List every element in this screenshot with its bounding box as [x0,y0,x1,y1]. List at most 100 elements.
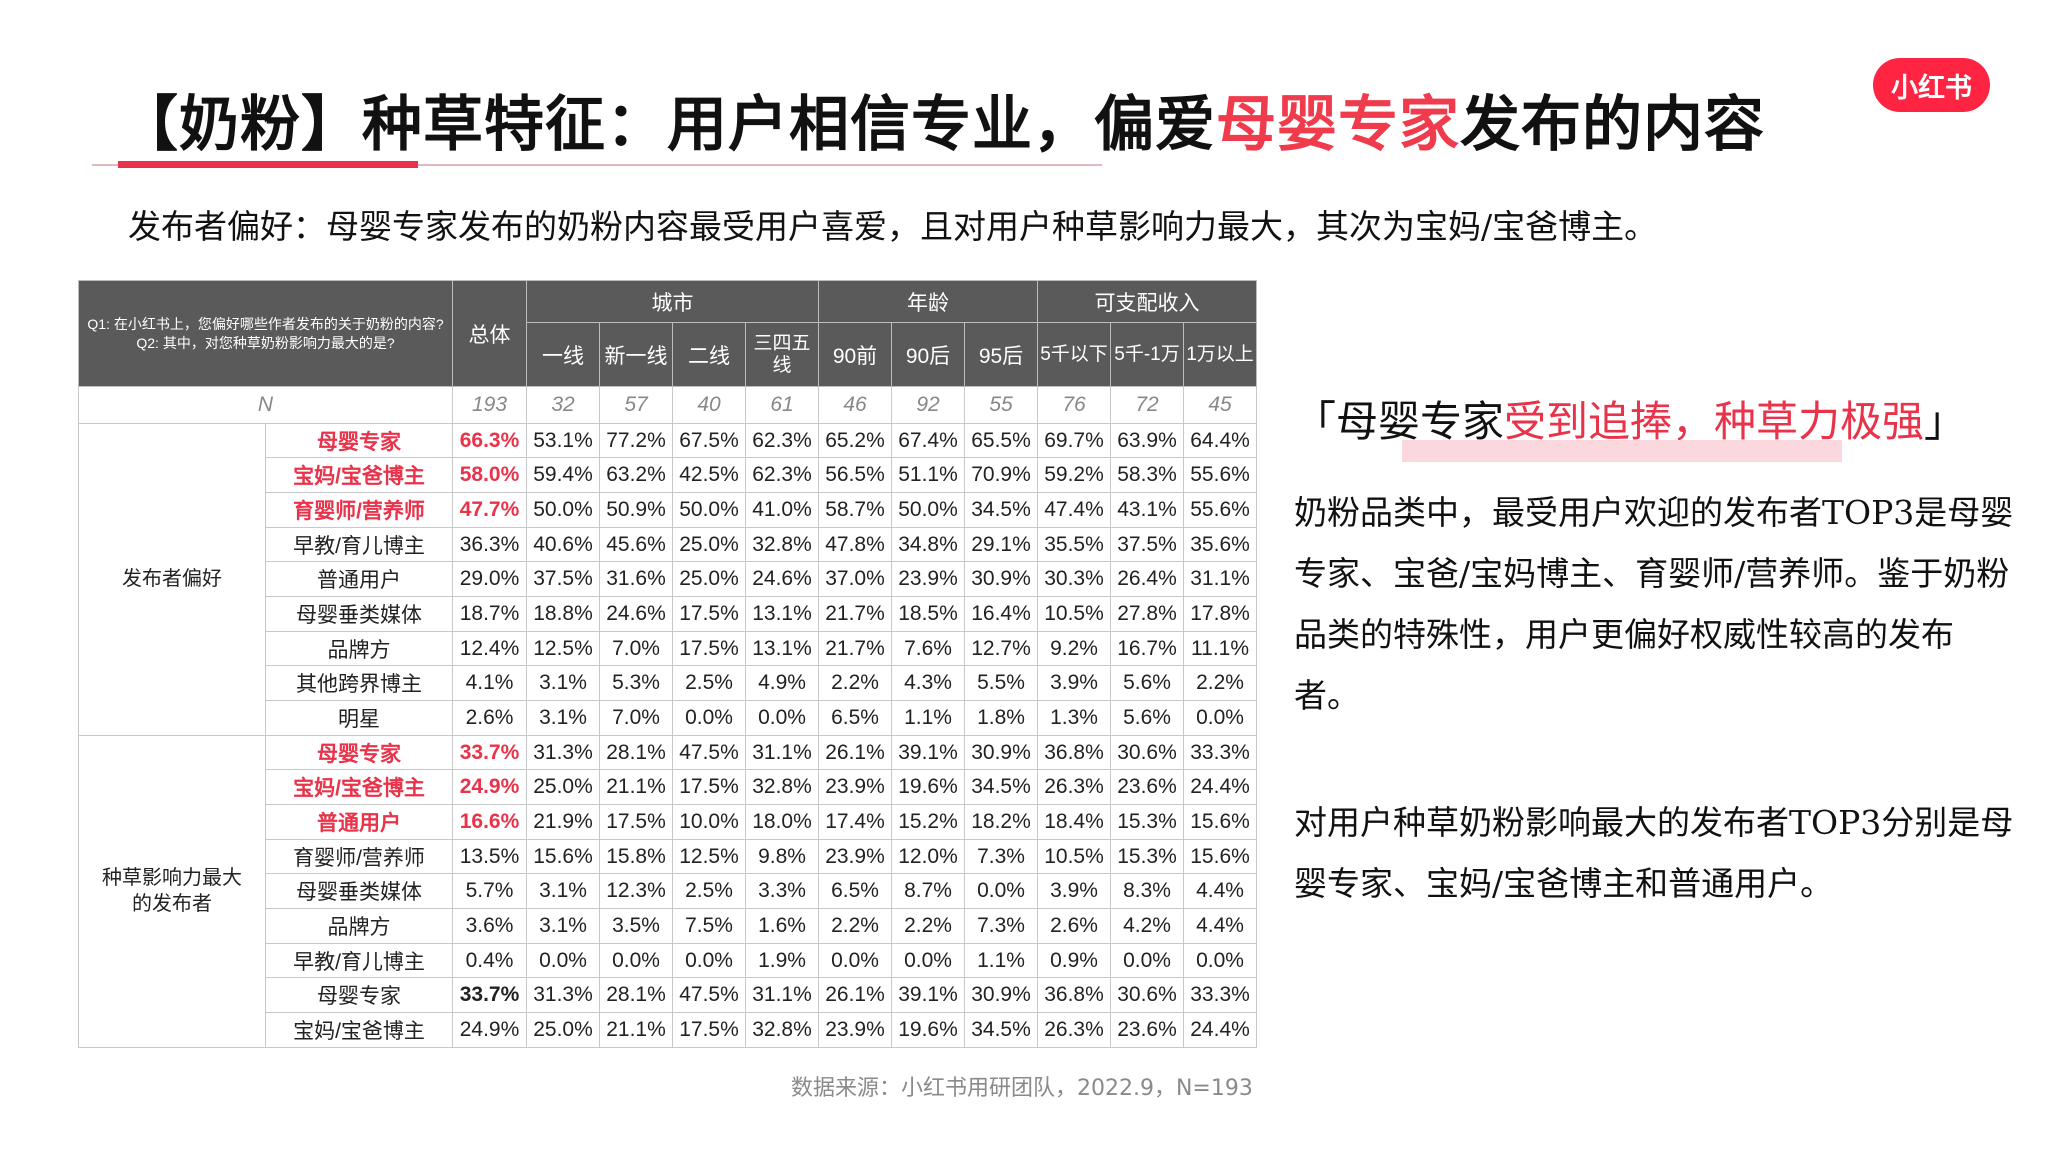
value-cell: 59.4% [526,457,600,494]
value-cell: 5.5% [963,665,1039,702]
col-header: 三四五线 [745,322,819,387]
row-label: 其他跨界博主 [265,665,453,702]
col-header: 二线 [672,322,746,387]
row-label: 明星 [265,700,453,736]
paragraph-1: 奶粉品类中，最受用户欢迎的发布者TOP3是母婴专家、宝爸/宝妈博主、育婴师/营养… [1294,493,2014,715]
value-cell: 2.2% [818,665,892,702]
value-cell: 3.5% [599,908,673,944]
total-cell: 0.4% [452,942,527,979]
value-cell: 32.8% [745,769,819,806]
value-cell: 27.8% [1110,596,1185,632]
highlight-quote: 「母婴专家受到追捧，种草力极强」 [1294,388,1966,449]
value-cell: 17.4% [818,804,892,840]
value-cell: 19.6% [891,1012,965,1048]
value-cell: 67.4% [891,422,965,459]
value-cell: 43.1% [1110,492,1185,528]
value-cell: 31.6% [599,561,673,598]
table-row: 宝妈/宝爸博主 58.0% 59.4% 63.2% 42.5% 62.3% 56.5% 51.… [79,457,1258,494]
data-table: Q1: 在小红书上，您偏好哪些作者发布的关于奶粉的内容? Q2: 其中，对您种草… [78,280,1258,1049]
table-row: 宝妈/宝爸博主 24.9% 25.0% 21.1% 17.5% 32.8% 23.9% 19.… [79,1012,1258,1048]
page-title: 【奶粉】种草特征：用户相信专业，偏爱母婴专家发布的内容 [118,76,1765,163]
value-cell: 19.6% [891,769,965,806]
value-cell: 34.5% [963,1012,1039,1048]
value-cell: 31.1% [745,734,819,771]
col-header: 新一线 [599,322,673,387]
value-cell: 15.8% [599,838,673,875]
value-cell: 8.3% [1110,873,1185,910]
table-row: 品牌方 12.4% 12.5% 7.0% 17.5% 13.1% 21.7% 7.6% 12.7… [79,630,1258,667]
value-cell: 50.0% [891,492,965,528]
value-cell: 23.9% [818,769,892,806]
value-cell: 2.2% [818,908,892,944]
total-header: 总体 [452,280,527,387]
value-cell: 4.4% [1183,908,1258,944]
row-label: 育婴师/营养师 [265,492,453,528]
value-cell: 58.3% [1110,457,1185,494]
total-cell: 12.4% [452,630,527,667]
table-row: 育婴师/营养师 47.7% 50.0% 50.9% 50.0% 41.0% 58.7% 50.… [79,492,1258,528]
section-label: 发布者偏好 [78,422,266,736]
table-row: 早教/育儿博主 36.3% 40.6% 45.6% 25.0% 32.8% 47.8% 34.… [79,526,1258,563]
value-cell: 50.0% [526,492,600,528]
value-cell: 0.0% [672,942,746,979]
row-label: 母婴垂类媒体 [265,596,453,632]
value-cell: 7.3% [963,838,1039,875]
total-cell: 16.6% [452,804,527,840]
total-cell: 36.3% [452,526,527,563]
question-header: Q1: 在小红书上，您偏好哪些作者发布的关于奶粉的内容? Q2: 其中，对您种草… [78,280,453,387]
value-cell: 17.5% [672,630,746,667]
value-cell: 3.9% [1037,873,1112,910]
value-cell: 0.0% [891,942,965,979]
value-cell: 10.5% [1037,596,1112,632]
table-row: 种草影响力最大的发布者 母婴专家 33.7% 31.3% 28.1% 47.5% 31.1%… [78,734,1258,1049]
title-part1: 【奶粉】种草特征：用户相信专业，偏爱 [118,90,1216,160]
value-cell: 3.1% [526,908,600,944]
value-cell: 51.1% [891,457,965,494]
value-cell: 35.5% [1037,526,1112,563]
value-cell: 23.9% [891,561,965,598]
value-cell: 31.1% [1183,561,1258,598]
col-header: 一线 [526,322,600,387]
value-cell: 24.6% [599,596,673,632]
value-cell: 28.1% [599,977,673,1014]
value-cell: 0.0% [963,873,1039,910]
value-cell: 23.6% [1110,1012,1185,1048]
value-cell: 23.6% [1110,769,1185,806]
value-cell: 28.1% [599,734,673,771]
value-cell: 30.6% [1110,734,1185,771]
value-cell: 39.1% [891,734,965,771]
value-cell: 45.6% [599,526,673,563]
value-cell: 11.1% [1183,630,1258,667]
title-part2: 发布的内容 [1460,90,1765,160]
value-cell: 33.3% [1183,734,1258,771]
value-cell: 41.0% [745,492,819,528]
value-cell: 17.5% [672,596,746,632]
title-highlight: 母婴专家 [1216,90,1460,160]
value-cell: 0.0% [526,942,600,979]
value-cell: 21.1% [599,769,673,806]
row-label: 育婴师/营养师 [265,838,453,875]
value-cell: 12.7% [963,630,1039,667]
row-label: 母婴垂类媒体 [265,873,453,910]
row-label: 普通用户 [265,561,453,598]
table-row: 母婴专家 33.7% 31.3% 28.1% 47.5% 31.1% 26.1% 39.1% 3… [79,977,1258,1014]
value-cell: 2.2% [891,908,965,944]
quote-open: 「 [1294,397,1337,446]
row-label: 母婴专家 [265,734,453,771]
group-header-income: 可支配收入 [1037,280,1258,323]
row-label: 早教/育儿博主 [265,526,453,563]
value-cell: 0.0% [818,942,892,979]
value-cell: 32.8% [745,526,819,563]
value-cell: 67.5% [672,422,746,459]
value-cell: 12.5% [526,630,600,667]
value-cell: 2.5% [672,665,746,702]
value-cell: 4.3% [891,665,965,702]
value-cell: 30.9% [963,734,1039,771]
table-row: 早教/育儿博主 0.4% 0.0% 0.0% 0.0% 1.9% 0.0% 0.0% 1.1% 0… [79,942,1258,979]
value-cell: 12.5% [672,838,746,875]
total-cell: 2.6% [452,700,527,736]
n-value: 40 [672,386,746,424]
row-label: 宝妈/宝爸博主 [265,1012,453,1048]
value-cell: 53.1% [526,422,600,459]
value-cell: 29.1% [963,526,1039,563]
